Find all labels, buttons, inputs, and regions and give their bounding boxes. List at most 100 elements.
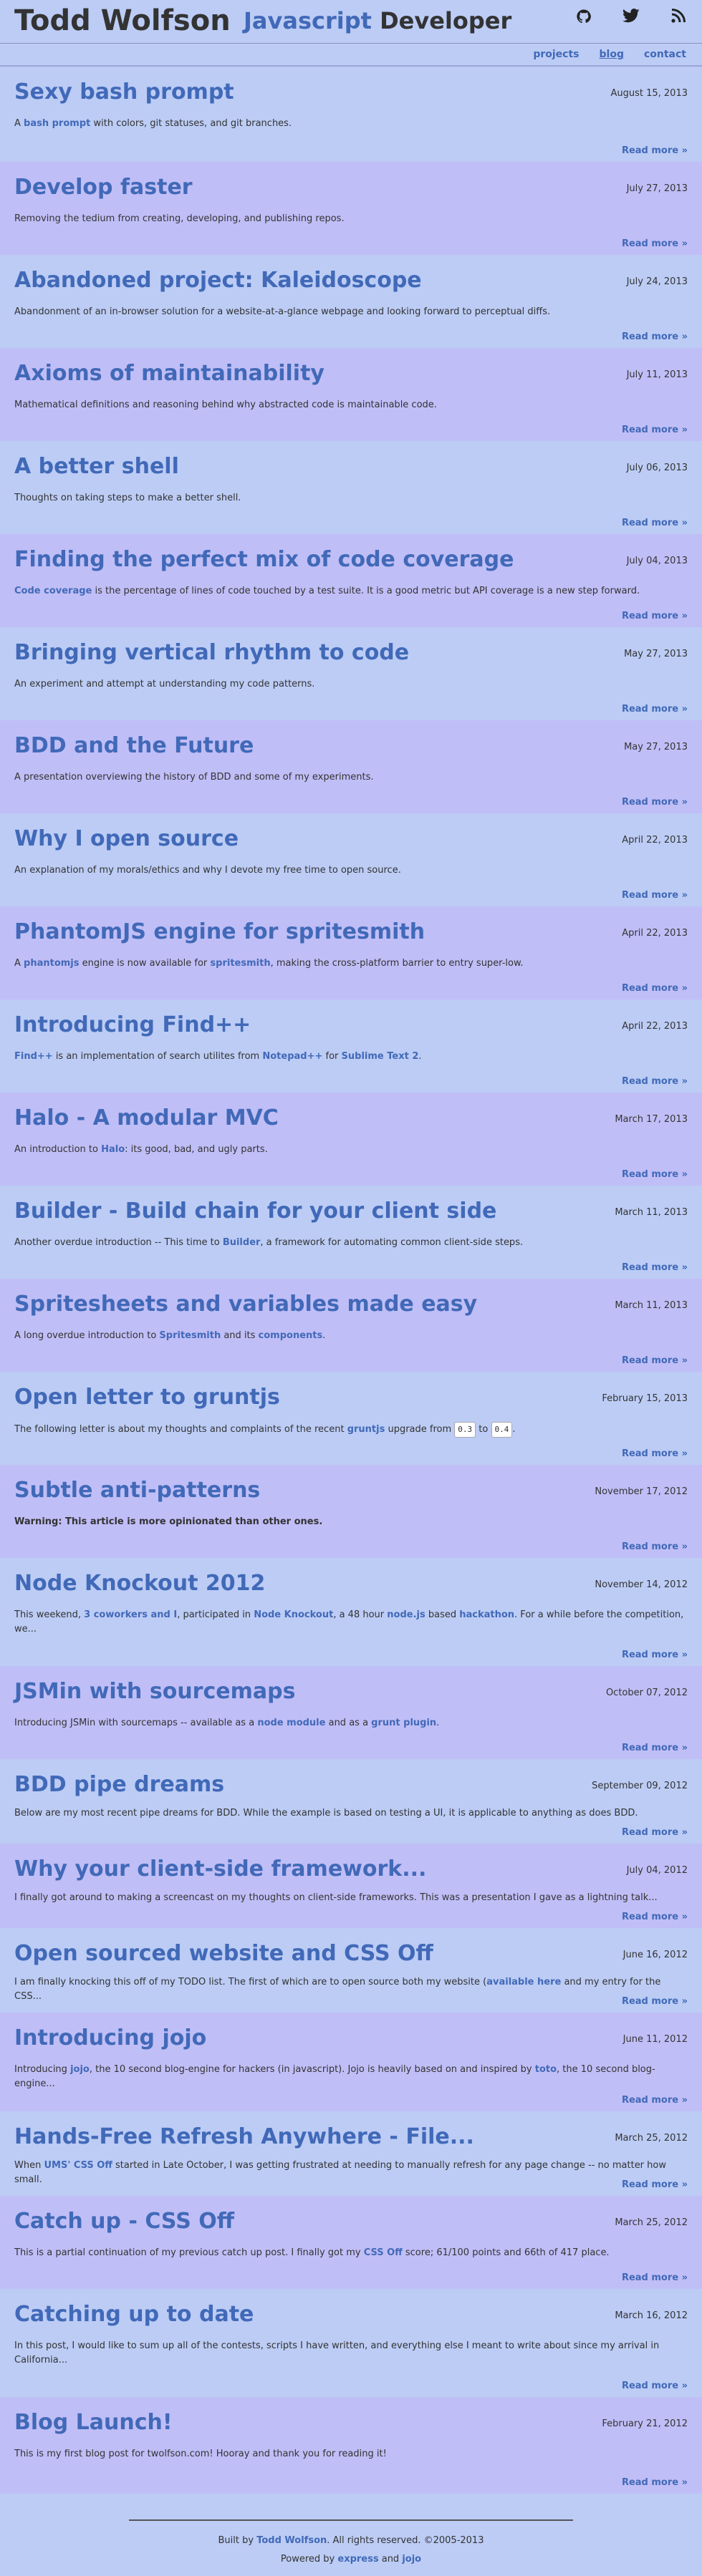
post-title-link[interactable]: Open sourced website and CSS Off (14, 1941, 433, 1966)
site-name[interactable]: Todd Wolfson (14, 4, 231, 37)
summary-link[interactable]: Builder (222, 1237, 261, 1248)
post-title-link[interactable]: Node Knockout 2012 (14, 1571, 266, 1596)
post-item: Introducing jojo June 11, 2012 Introducing… (0, 2013, 702, 2111)
post-title-link[interactable]: Catching up to date (14, 2302, 254, 2327)
read-more-link[interactable]: Read more » (621, 145, 688, 156)
summary-link[interactable]: gruntjs (347, 1424, 385, 1435)
summary-link[interactable]: Spritesmith (159, 1330, 221, 1341)
post-title-link[interactable]: Catch up - CSS Off (14, 2209, 235, 2234)
read-more-link[interactable]: Read more » (621, 983, 688, 994)
read-more-link[interactable]: Read more » (621, 1541, 688, 1552)
post-title-link[interactable]: Why I open source (14, 826, 239, 851)
post-title-link[interactable]: Hands-Free Refresh Anywhere - File... (14, 2124, 474, 2149)
summary-link[interactable]: grunt plugin (371, 1718, 437, 1728)
read-more-link[interactable]: Read more » (621, 1355, 688, 1366)
post-title-link[interactable]: Why your client-side framework... (14, 1856, 427, 1882)
post-summary: Code coverage is the percentage of lines… (14, 584, 688, 599)
post-title-link[interactable]: BDD pipe dreams (14, 1772, 225, 1797)
summary-link[interactable]: phantomjs (24, 958, 80, 969)
post-title-link[interactable]: Introducing Find++ (14, 1012, 251, 1037)
read-more-link[interactable]: Read more » (621, 425, 688, 435)
read-more-link[interactable]: Read more » (621, 238, 688, 249)
summary-link[interactable]: Code coverage (14, 586, 92, 596)
summary-link[interactable]: 3 coworkers and I (84, 1609, 178, 1620)
post-title-link[interactable]: Halo - A modular MVC (14, 1105, 279, 1130)
summary-link[interactable]: node.js (387, 1609, 425, 1620)
post-title-link[interactable]: Builder - Build chain for your client si… (14, 1199, 497, 1224)
post-title-link[interactable]: Open letter to gruntjs (14, 1385, 280, 1410)
post-title-link[interactable]: BDD and the Future (14, 733, 254, 758)
read-more-link[interactable]: Read more » (621, 797, 688, 808)
summary-link[interactable]: UMS' CSS Off (44, 2160, 112, 2171)
summary-link[interactable]: available here (486, 1977, 562, 1987)
read-more-link[interactable]: Read more » (621, 518, 688, 528)
read-more-link[interactable]: Read more » (621, 1827, 688, 1838)
post-title-link[interactable]: A better shell (14, 454, 179, 479)
post-date: August 15, 2013 (610, 88, 688, 99)
read-more-link[interactable]: Read more » (621, 2381, 688, 2391)
summary-link[interactable]: Find++ (14, 1051, 53, 1062)
read-more-link[interactable]: Read more » (621, 1169, 688, 1180)
read-more-link[interactable]: Read more » (621, 1650, 688, 1660)
post-title-link[interactable]: Bringing vertical rhythm to code (14, 640, 410, 665)
nav-contact-link[interactable]: contact (643, 49, 686, 60)
read-more-link[interactable]: Read more » (621, 2179, 688, 2190)
nav-projects-link[interactable]: projects (533, 49, 580, 60)
post-title-link[interactable]: Introducing jojo (14, 2025, 207, 2050)
read-more-link[interactable]: Read more » (621, 331, 688, 342)
summary-link[interactable]: jojo (70, 2064, 90, 2075)
summary-link[interactable]: components (258, 1330, 323, 1341)
summary-text: engine is now available for (79, 958, 211, 969)
inline-code: 0.4 (491, 1422, 513, 1438)
post-title-link[interactable]: Blog Launch! (14, 2410, 173, 2435)
post-date: September 09, 2012 (592, 1781, 688, 1791)
post-title-link[interactable]: Subtle anti-patterns (14, 1478, 261, 1503)
footer-author-link[interactable]: Todd Wolfson (256, 2535, 327, 2546)
footer-jojo-link[interactable]: jojo (402, 2554, 422, 2565)
summary-link[interactable]: CSS Off (363, 2247, 403, 2258)
summary-link[interactable]: Halo (101, 1144, 125, 1155)
summary-link[interactable]: toto (534, 2064, 557, 2075)
read-more-link[interactable]: Read more » (621, 704, 688, 715)
read-more-link[interactable]: Read more » (621, 1996, 688, 2007)
read-more-link[interactable]: Read more » (621, 2477, 688, 2488)
post-title-link[interactable]: Develop faster (14, 175, 193, 200)
github-icon[interactable] (560, 9, 607, 24)
read-more-link[interactable]: Read more » (621, 1912, 688, 1922)
summary-text: and as a (325, 1718, 372, 1728)
summary-link[interactable]: Notepad++ (262, 1051, 323, 1062)
summary-text: with colors, git statuses, and git branc… (90, 118, 292, 129)
summary-text: and its (221, 1330, 259, 1341)
post-title-link[interactable]: Axioms of maintainability (14, 361, 324, 386)
read-more-link[interactable]: Read more » (621, 1076, 688, 1087)
summary-link[interactable]: node module (257, 1718, 326, 1728)
read-more-link[interactable]: Read more » (621, 1262, 688, 1273)
post-title-link[interactable]: JSMin with sourcemaps (14, 1679, 296, 1704)
nav-blog-link[interactable]: blog (599, 49, 624, 60)
post-date: July 04, 2013 (626, 556, 688, 566)
footer-express-link[interactable]: express (337, 2554, 379, 2565)
summary-link[interactable]: bash prompt (24, 118, 91, 129)
read-more-link[interactable]: Read more » (621, 2272, 688, 2283)
summary-link[interactable]: hackathon (459, 1609, 515, 1620)
post-title-link[interactable]: Sexy bash prompt (14, 79, 234, 105)
read-more-link[interactable]: Read more » (621, 1743, 688, 1753)
post-title-link[interactable]: PhantomJS engine for spritesmith (14, 919, 425, 944)
rss-icon[interactable] (655, 9, 702, 24)
role-javascript: Javascript (244, 7, 372, 34)
twitter-icon[interactable] (607, 9, 655, 24)
post-date: June 16, 2012 (622, 1950, 688, 1960)
post-title-link[interactable]: Spritesheets and variables made easy (14, 1292, 478, 1317)
post-title-link[interactable]: Abandoned project: Kaleidoscope (14, 268, 422, 293)
read-more-link[interactable]: Read more » (621, 890, 688, 901)
summary-link[interactable]: Node Knockout (254, 1609, 334, 1620)
read-more-link[interactable]: Read more » (621, 1448, 688, 1459)
summary-text: In this post, I would like to sum up all… (14, 2340, 660, 2366)
summary-link[interactable]: Sublime Text 2 (341, 1051, 419, 1062)
summary-text: , the 10 second blog-engine for hackers … (89, 2064, 535, 2075)
summary-link[interactable]: spritesmith (210, 958, 271, 969)
read-more-link[interactable]: Read more » (621, 611, 688, 621)
post-item: Halo - A modular MVC March 17, 2013 An int… (0, 1093, 702, 1186)
read-more-link[interactable]: Read more » (621, 2095, 688, 2106)
post-title-link[interactable]: Finding the perfect mix of code coverage (14, 547, 514, 572)
